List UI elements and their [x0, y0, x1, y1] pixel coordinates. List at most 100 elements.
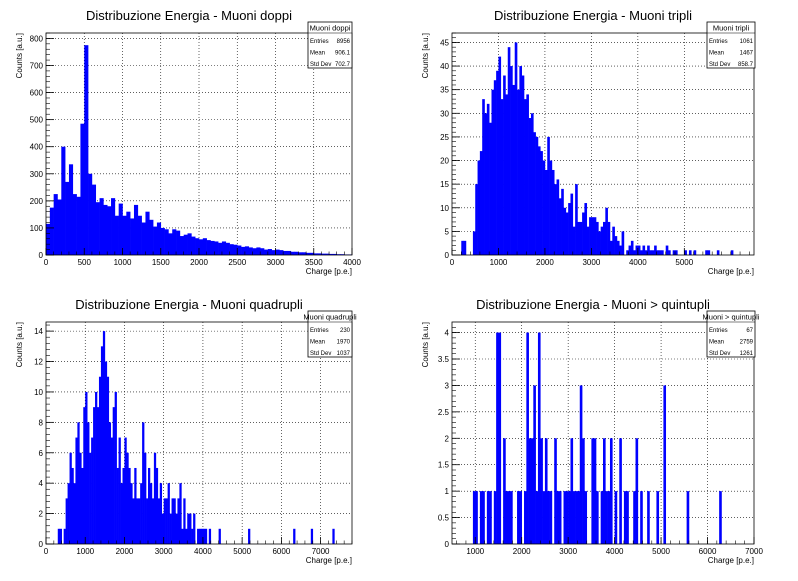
histogram-bar [475, 491, 478, 544]
histogram-bar [568, 491, 571, 544]
x-tick-label: 5000 [652, 547, 670, 556]
histogram-bar [193, 513, 196, 544]
histogram-bar [517, 89, 520, 256]
histogram-bar [630, 240, 634, 255]
histogram-bar [484, 113, 488, 255]
histogram-bar [69, 452, 72, 544]
y-tick-label: 8 [39, 418, 44, 427]
histogram-bar [619, 245, 622, 255]
histogram-bar [128, 467, 131, 544]
histogram-bar [126, 452, 129, 544]
histogram-bar [91, 184, 97, 255]
histogram-bar [507, 47, 511, 255]
histogram-bar [570, 193, 574, 255]
histogram-bar [167, 483, 170, 544]
histogram-bar [512, 84, 516, 255]
x-tick-label: 2000 [190, 258, 208, 267]
histogram-bar [85, 391, 88, 544]
histogram-bar [547, 491, 550, 544]
histogram-bar [582, 212, 585, 255]
histogram-bar [647, 491, 650, 544]
histogram-bar [99, 198, 104, 255]
histogram-bar [647, 245, 650, 255]
histogram-bar [565, 491, 569, 544]
histogram-bar [116, 467, 119, 544]
y-axis-label: Counts [a.u.] [15, 33, 24, 78]
histogram-bar [596, 221, 599, 255]
histogram-bar [579, 385, 583, 544]
histogram-bar [264, 249, 269, 255]
y-tick-label: 500 [30, 116, 44, 125]
histogram-bar [199, 239, 204, 255]
x-tick-label: 0 [450, 258, 455, 267]
histogram-bar [503, 438, 506, 544]
histogram-bar [607, 221, 611, 255]
x-tick-label: 1000 [490, 258, 508, 267]
y-tick-label: 4 [445, 329, 450, 338]
stats-label: Std Dev [310, 62, 331, 68]
histogram-bar [177, 498, 180, 544]
histogram-bar [248, 247, 253, 255]
histogram-bar [310, 528, 314, 544]
histogram-bar [493, 491, 497, 544]
histogram-bar [503, 75, 506, 255]
stats-label: Entries [709, 39, 728, 45]
histogram-bar [340, 254, 345, 255]
histogram-bar [507, 491, 511, 544]
y-tick-label: 2 [445, 434, 450, 443]
histogram-bar [98, 376, 102, 544]
y-tick-label: 700 [30, 61, 44, 70]
histogram-bar [572, 491, 576, 544]
histogram-bar [153, 452, 157, 544]
histogram-bar [607, 491, 611, 544]
histogram-bar [510, 66, 513, 255]
histogram-bar [61, 146, 66, 255]
histogram-bar [133, 204, 139, 255]
histogram-bar [286, 250, 292, 255]
histogram-bar [46, 223, 51, 255]
chart-3: Distribuzione Energia - Muoni quadrupli 0… [15, 297, 357, 565]
histogram-bar [640, 491, 643, 544]
histogram-bar [53, 194, 58, 255]
histogram-bar [561, 188, 564, 255]
histogram-bar [544, 169, 548, 255]
histogram-bar [79, 452, 82, 544]
histogram-bar [637, 245, 641, 255]
histogram-bar [661, 250, 664, 255]
histogram-bar [283, 250, 288, 255]
histogram-bar [112, 407, 115, 544]
stats-label: Std Dev [310, 351, 331, 357]
histogram-bar [621, 231, 625, 255]
histogram-bar [141, 222, 146, 255]
histogram-bar [267, 249, 272, 255]
histogram-bar [619, 438, 622, 544]
histogram-bar [528, 438, 532, 544]
histogram-bar [533, 132, 536, 255]
histogram-bar [463, 240, 467, 255]
histogram-bar [556, 491, 560, 544]
y-tick-label: 6 [39, 449, 44, 458]
y-axis-label: Counts [a.u.] [421, 322, 430, 367]
stats-box: Muoni quadrupli Entries 230 Mean 1970 Std Dev… [303, 310, 357, 358]
histogram-bar [95, 202, 100, 255]
y-tick-label: 600 [30, 89, 44, 98]
histogram-bar [612, 226, 615, 255]
stats-label: Entries [310, 39, 329, 45]
histogram-bar [693, 250, 697, 255]
histogram-bar [549, 491, 553, 544]
histogram-bar [329, 253, 334, 255]
histogram-bar [202, 238, 207, 255]
histogram-bar [185, 528, 188, 544]
histogram-bar [493, 80, 497, 255]
y-tick-label: 1 [445, 487, 450, 496]
stats-value: 858.7 [738, 62, 754, 68]
histogram-bar [570, 438, 574, 544]
histogram-bar [244, 246, 250, 255]
histogram-bar [510, 491, 513, 544]
y-tick-label: 0 [445, 251, 450, 260]
y-tick-label: 30 [440, 109, 449, 118]
y-tick-label: 5 [445, 227, 450, 236]
y-tick-label: 0 [39, 540, 44, 549]
histogram-bar [644, 250, 648, 255]
